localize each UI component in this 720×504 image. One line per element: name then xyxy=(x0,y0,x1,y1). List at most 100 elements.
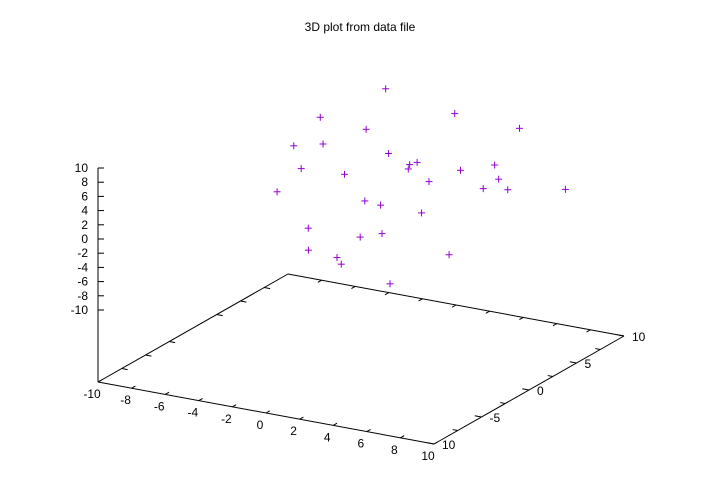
data-point xyxy=(337,260,345,268)
y-tick-label: 10 xyxy=(632,330,646,344)
x-tick xyxy=(332,422,338,426)
data-point xyxy=(504,186,512,194)
data-point xyxy=(457,166,464,174)
z-tick-label: -2 xyxy=(77,246,88,260)
data-point xyxy=(304,224,312,232)
chart-title: 3D plot from data file xyxy=(305,20,416,34)
x-tick-label: -2 xyxy=(221,412,232,426)
left-edge-tick xyxy=(240,300,247,303)
z-tick-label: 10 xyxy=(75,161,89,175)
y-minor-tick xyxy=(547,375,553,377)
data-point xyxy=(479,185,487,193)
z-tick-label: -10 xyxy=(71,303,89,317)
back-edge-tick xyxy=(586,329,591,333)
y-minor-tick xyxy=(500,402,506,404)
z-tick-label: 4 xyxy=(81,204,88,218)
z-tick-label: -4 xyxy=(77,260,88,274)
data-point xyxy=(418,209,426,217)
data-point xyxy=(385,150,393,158)
left-edge-tick xyxy=(169,341,176,344)
data-point xyxy=(491,161,499,169)
x-tick-label: 8 xyxy=(391,443,398,457)
data-point xyxy=(341,170,349,178)
data-point xyxy=(425,178,433,186)
y-minor-tick xyxy=(595,348,601,350)
z-tick-label: 2 xyxy=(81,218,88,232)
y-tick xyxy=(522,388,530,391)
y-tick-label: 10 xyxy=(442,438,456,452)
data-point xyxy=(515,124,523,132)
data-point xyxy=(319,140,327,148)
y-axis-ticks: 10 5 0 -5 10 xyxy=(121,279,646,452)
x-tick xyxy=(433,441,439,445)
back-edge-tick xyxy=(485,310,490,314)
data-point xyxy=(377,201,385,209)
x-tick xyxy=(299,416,304,420)
back-edge-tick xyxy=(451,304,457,308)
data-point xyxy=(382,85,390,93)
x-axis-ticks: -10 -8 -6 -4 -2 0 2 4 6 8 10 xyxy=(83,379,439,463)
left-edge-tick xyxy=(264,287,271,290)
data-point xyxy=(304,246,312,254)
back-edge-tick xyxy=(519,316,524,320)
x-tick-label: -8 xyxy=(120,393,131,407)
x-tick-label: 4 xyxy=(324,430,331,444)
data-point xyxy=(297,165,305,173)
data-points xyxy=(273,85,569,288)
y-tick-label: 0 xyxy=(537,384,544,398)
data-point xyxy=(445,251,453,259)
y-tick xyxy=(569,361,577,364)
axes xyxy=(97,168,625,445)
back-edge-tick xyxy=(317,279,322,283)
x-tick-label: 0 xyxy=(257,418,264,432)
x-tick-label: -6 xyxy=(154,399,165,413)
data-point xyxy=(561,185,569,193)
data-point xyxy=(378,230,386,238)
data-point xyxy=(406,161,414,169)
left-base-edge xyxy=(97,273,289,383)
x-tick xyxy=(164,391,170,395)
left-edge-tick xyxy=(121,368,128,371)
x-tick-label: 10 xyxy=(421,449,435,463)
z-tick-label: 8 xyxy=(81,175,88,189)
y-tick xyxy=(427,442,435,445)
y-tick xyxy=(474,415,482,418)
data-point xyxy=(316,113,324,121)
data-point xyxy=(404,165,412,173)
back-edge-tick xyxy=(351,285,356,289)
z-tick-label: -8 xyxy=(77,289,88,303)
left-edge-tick xyxy=(145,354,152,357)
data-point xyxy=(413,158,421,166)
y-tick-label: 5 xyxy=(585,357,592,371)
data-point xyxy=(386,280,394,288)
x-tick xyxy=(400,435,405,439)
y-tick xyxy=(617,334,625,337)
data-point xyxy=(333,254,341,262)
data-point xyxy=(361,197,369,205)
y-tick-label: -5 xyxy=(490,411,501,425)
x-tick-label: 2 xyxy=(290,424,297,438)
y-minor-tick xyxy=(452,429,458,431)
x-tick-label: -10 xyxy=(83,387,101,401)
x-tick xyxy=(265,410,271,414)
x-tick xyxy=(366,429,371,433)
data-point xyxy=(451,110,459,118)
data-point xyxy=(495,175,503,183)
x-tick xyxy=(97,379,103,383)
z-tick-label: 6 xyxy=(81,189,88,203)
data-point xyxy=(273,188,281,196)
left-edge-tick xyxy=(216,314,223,317)
z-tick-label: -6 xyxy=(77,275,88,289)
x-tick xyxy=(198,398,203,402)
back-edge-tick xyxy=(418,298,423,302)
x-tick-label: 6 xyxy=(357,437,364,451)
data-point xyxy=(356,233,364,241)
x-tick xyxy=(232,404,237,408)
back-edge-tick xyxy=(552,323,558,327)
x-tick-label: -4 xyxy=(187,406,198,420)
z-tick-label: 0 xyxy=(81,232,88,246)
back-edge-tick xyxy=(384,292,390,296)
